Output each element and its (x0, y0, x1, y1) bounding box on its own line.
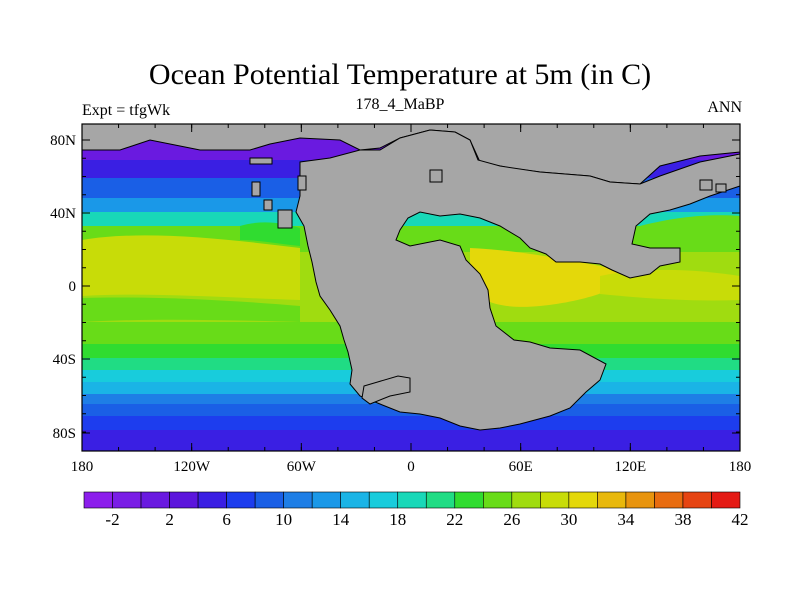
colorbar-swatch (511, 491, 541, 509)
colorbar-label: 2 (165, 510, 174, 529)
y-tick-label: 0 (69, 279, 77, 295)
x-tick-label: 60W (287, 459, 317, 475)
x-tick-label: 120W (173, 459, 211, 475)
colorbar-swatch (654, 491, 684, 509)
colorbar-swatch (454, 491, 484, 509)
colorbar-swatch (140, 491, 170, 509)
colorbar-swatch (682, 491, 712, 509)
map-title: Ocean Potential Temperature at 5m (in C) (148, 58, 652, 91)
colorbar-label: 30 (560, 510, 577, 529)
colorbar-swatch (625, 491, 655, 509)
y-tick-label: 80N (50, 133, 76, 149)
y-tick-label: 40S (53, 352, 76, 368)
pangaea-landmass (295, 129, 741, 431)
land-mask (81, 123, 741, 431)
colorbar-labels: -2 2 6 10 14 18 22 26 30 34 38 42 (105, 510, 748, 529)
season-label: ANN (707, 99, 742, 116)
x-tick-label: 120E (614, 459, 646, 475)
colorbar-swatch (340, 491, 370, 509)
colorbar-label: 6 (222, 510, 231, 529)
y-axis-ticks (82, 139, 740, 434)
colorbar-label: 34 (617, 510, 635, 529)
x-tick-label: 180 (71, 459, 94, 475)
colorbar-label: 10 (275, 510, 292, 529)
x-tick-label: 180 (729, 459, 752, 475)
colorbar-swatch (540, 491, 570, 509)
period-label: 178_4_MaBP (355, 96, 445, 113)
colorbar-swatch (711, 491, 741, 509)
colorbar-swatch (169, 491, 199, 509)
colorbar (83, 491, 741, 509)
colorbar-label: 22 (446, 510, 463, 529)
x-tick-label: 60E (509, 459, 533, 475)
island-1 (251, 181, 261, 197)
x-tick-label: 0 (407, 459, 415, 475)
colorbar-swatch (112, 491, 142, 509)
colorbar-label: 42 (732, 510, 749, 529)
island-2 (263, 199, 273, 211)
y-axis-labels: 80N 40N 0 40S 80S (50, 133, 76, 442)
island-5 (249, 157, 273, 165)
colorbar-swatch (597, 491, 627, 509)
island-6 (429, 169, 443, 183)
y-tick-label: 40N (50, 206, 76, 222)
colorbar-label: 14 (332, 510, 350, 529)
island-7 (699, 179, 713, 191)
island-9 (361, 375, 411, 405)
y-tick-label: 80S (53, 426, 76, 442)
x-axis-labels: 180 120W 60W 0 60E 120E 180 (71, 459, 752, 475)
island-4 (297, 175, 307, 191)
x-axis-ticks (81, 124, 741, 451)
colorbar-label: 18 (389, 510, 406, 529)
colorbar-label: 26 (503, 510, 520, 529)
colorbar-swatch (254, 491, 284, 509)
island-3 (277, 209, 293, 229)
colorbar-swatch (226, 491, 256, 509)
colorbar-swatch (368, 491, 399, 509)
colorbar-label: -2 (105, 510, 119, 529)
colorbar-swatch (568, 491, 598, 509)
colorbar-swatch (197, 491, 227, 509)
colorbar-swatch (483, 491, 513, 509)
colorbar-swatch (425, 491, 456, 509)
colorbar-label: 38 (674, 510, 691, 529)
experiment-label: Expt = tfgWk (82, 102, 171, 119)
colorbar-swatch (283, 491, 313, 509)
island-8 (715, 183, 727, 193)
colorbar-swatch (83, 491, 113, 509)
colorbar-swatch (397, 491, 427, 509)
colorbar-swatch (311, 491, 341, 509)
